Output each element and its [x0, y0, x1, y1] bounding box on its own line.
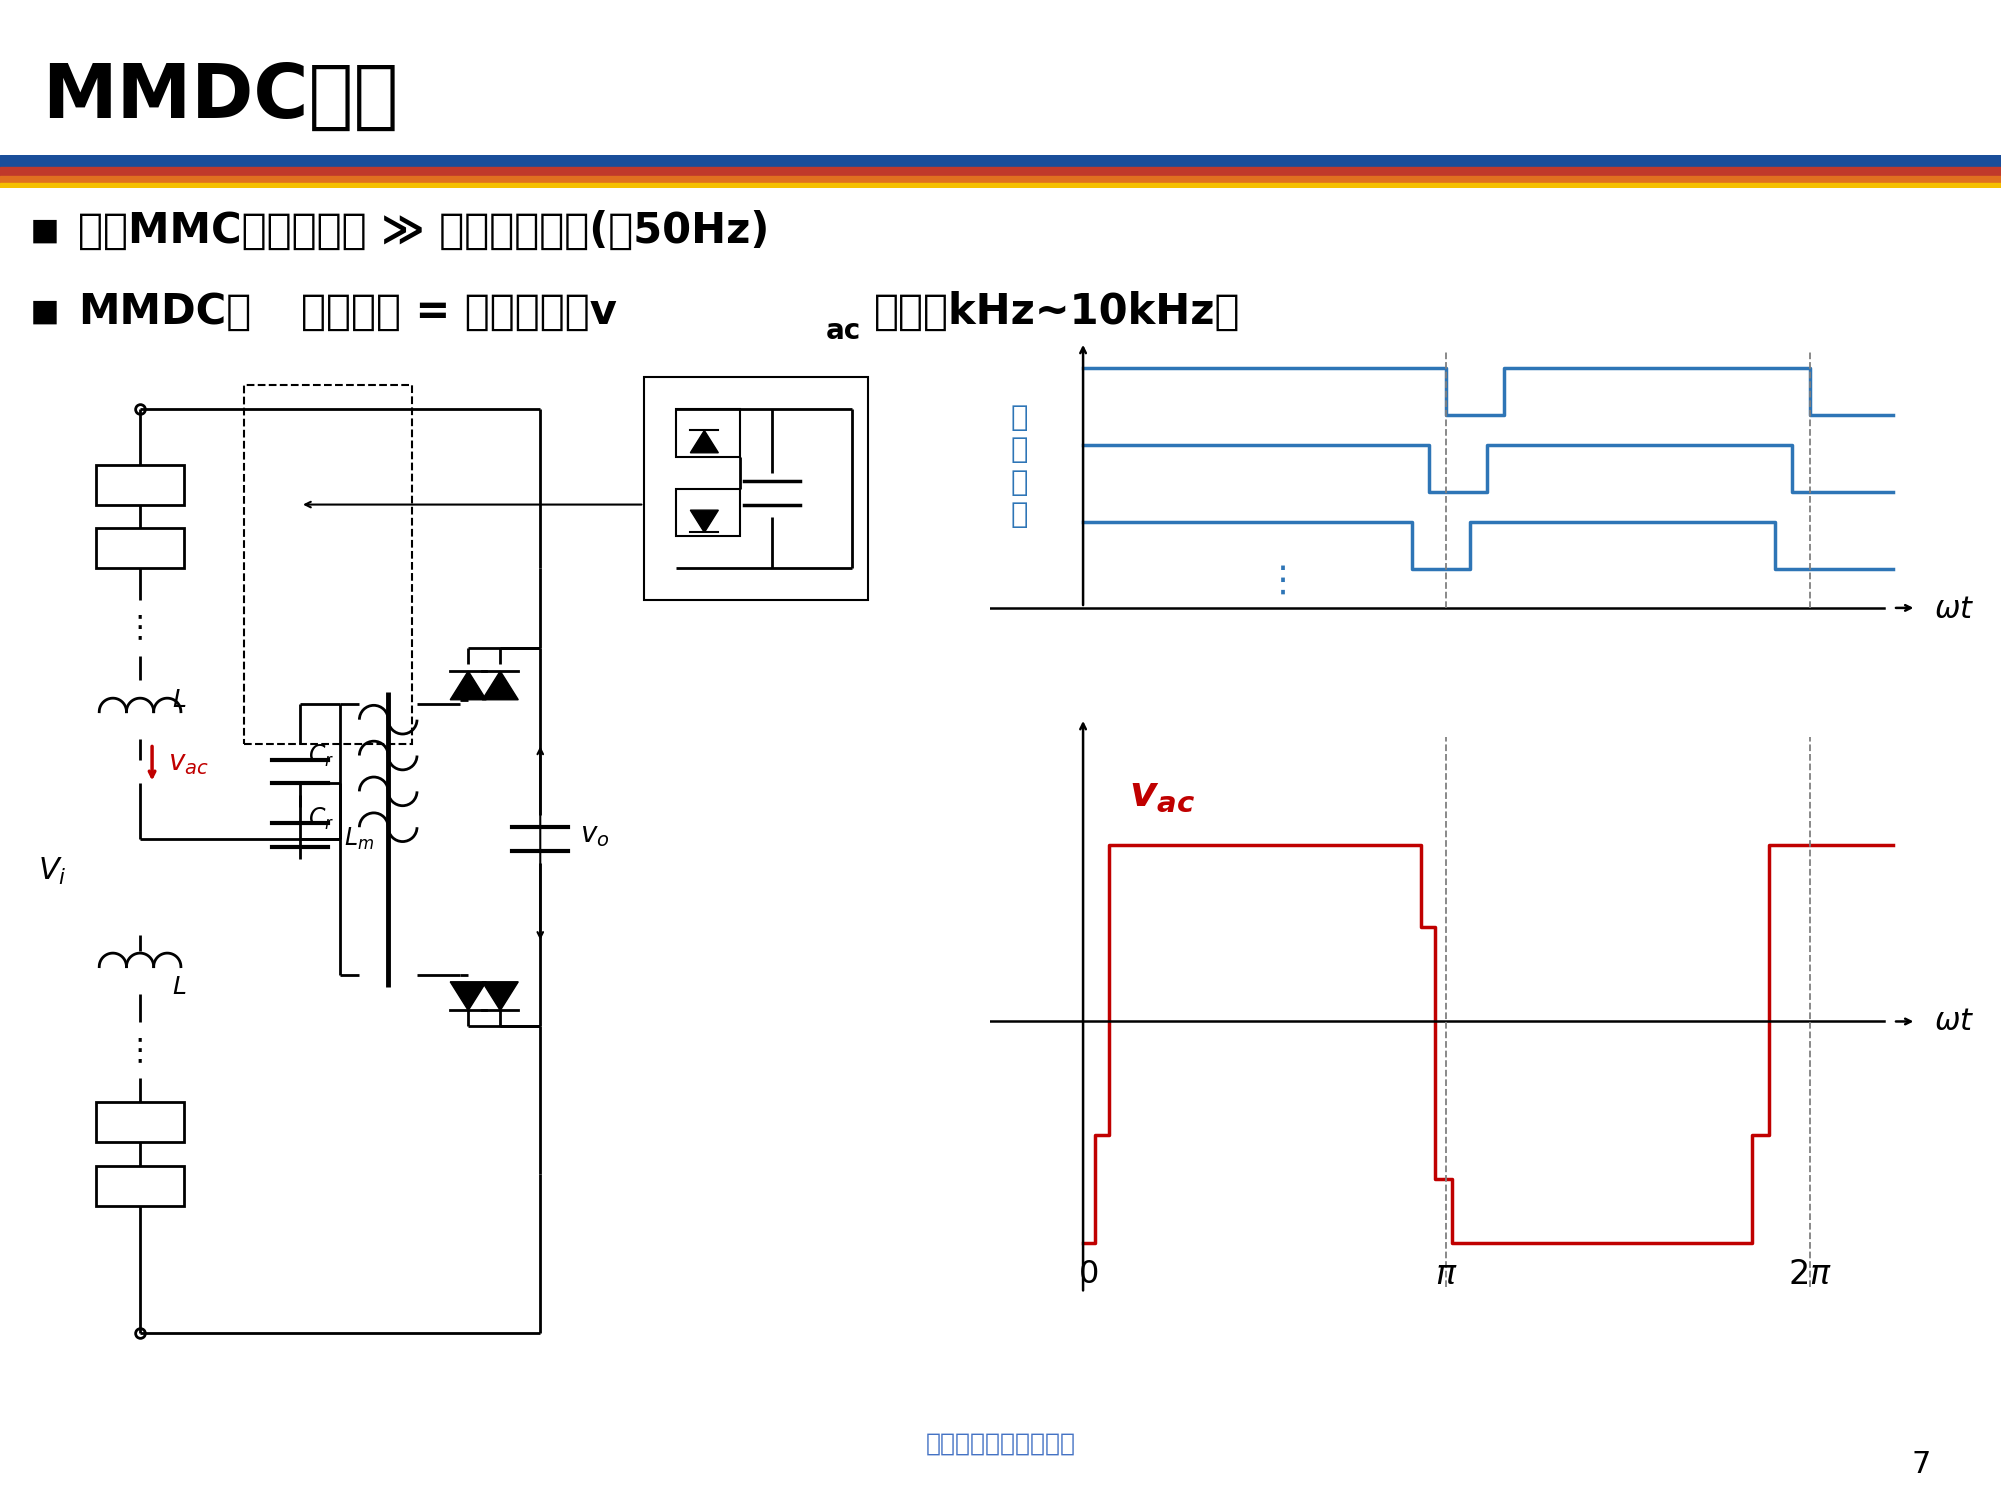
Polygon shape — [690, 431, 718, 453]
Text: MMDC调制: MMDC调制 — [42, 62, 398, 134]
Text: ⋮: ⋮ — [124, 614, 156, 642]
Text: $C_r$: $C_r$ — [308, 806, 334, 833]
Bar — [96, 1166, 184, 1205]
Bar — [0, 183, 2001, 188]
Text: $\omega t$: $\omega t$ — [1933, 594, 1975, 624]
Bar — [0, 167, 2001, 176]
Bar — [676, 408, 740, 456]
Polygon shape — [482, 982, 518, 1010]
Text: ⋮: ⋮ — [124, 1036, 156, 1064]
Text: $L$: $L$ — [172, 687, 186, 711]
Bar — [96, 1102, 184, 1142]
Text: ◼: ◼ — [30, 296, 60, 329]
Text: ◼: ◼ — [30, 213, 60, 248]
Polygon shape — [450, 671, 486, 699]
Text: $2\pi$: $2\pi$ — [1789, 1258, 1831, 1291]
Text: $L_m$: $L_m$ — [344, 826, 374, 853]
Bar — [0, 176, 2001, 183]
Text: $C_r$: $C_r$ — [308, 743, 334, 769]
Text: 开
关
信
号: 开 关 信 号 — [1011, 404, 1029, 528]
Polygon shape — [690, 510, 718, 533]
Text: ac: ac — [826, 317, 860, 345]
Text: 0: 0 — [1079, 1259, 1099, 1289]
Text: MMDC：: MMDC： — [78, 291, 252, 333]
Polygon shape — [450, 982, 486, 1010]
Bar — [644, 377, 868, 600]
Text: 《电工技术学报》发布: 《电工技术学报》发布 — [926, 1432, 1075, 1454]
Bar — [676, 489, 740, 536]
Text: $V_i$: $V_i$ — [38, 856, 66, 887]
Text: $\omega t$: $\omega t$ — [1933, 1007, 1975, 1036]
Bar — [244, 386, 412, 743]
Text: 频率（kHz~10kHz）: 频率（kHz~10kHz） — [874, 291, 1241, 333]
Bar — [96, 528, 184, 569]
Polygon shape — [482, 671, 518, 699]
Text: $\pi$: $\pi$ — [1435, 1258, 1457, 1291]
Text: 开关频率 = 变压器电压v: 开关频率 = 变压器电压v — [302, 291, 618, 333]
Text: 传统MMC：开关频率 ≫ 输出交流频率(如50Hz): 传统MMC：开关频率 ≫ 输出交流频率(如50Hz) — [78, 210, 770, 252]
Text: $L$: $L$ — [172, 974, 186, 998]
Bar — [0, 155, 2001, 167]
Text: 7: 7 — [1911, 1450, 1931, 1478]
Bar — [96, 465, 184, 504]
Text: $v_{ac}$: $v_{ac}$ — [168, 749, 208, 778]
Text: $\bfit{v}_{ac}$: $\bfit{v}_{ac}$ — [1129, 773, 1195, 815]
Text: ⋮: ⋮ — [1265, 564, 1301, 597]
Text: $v_o$: $v_o$ — [580, 821, 610, 850]
